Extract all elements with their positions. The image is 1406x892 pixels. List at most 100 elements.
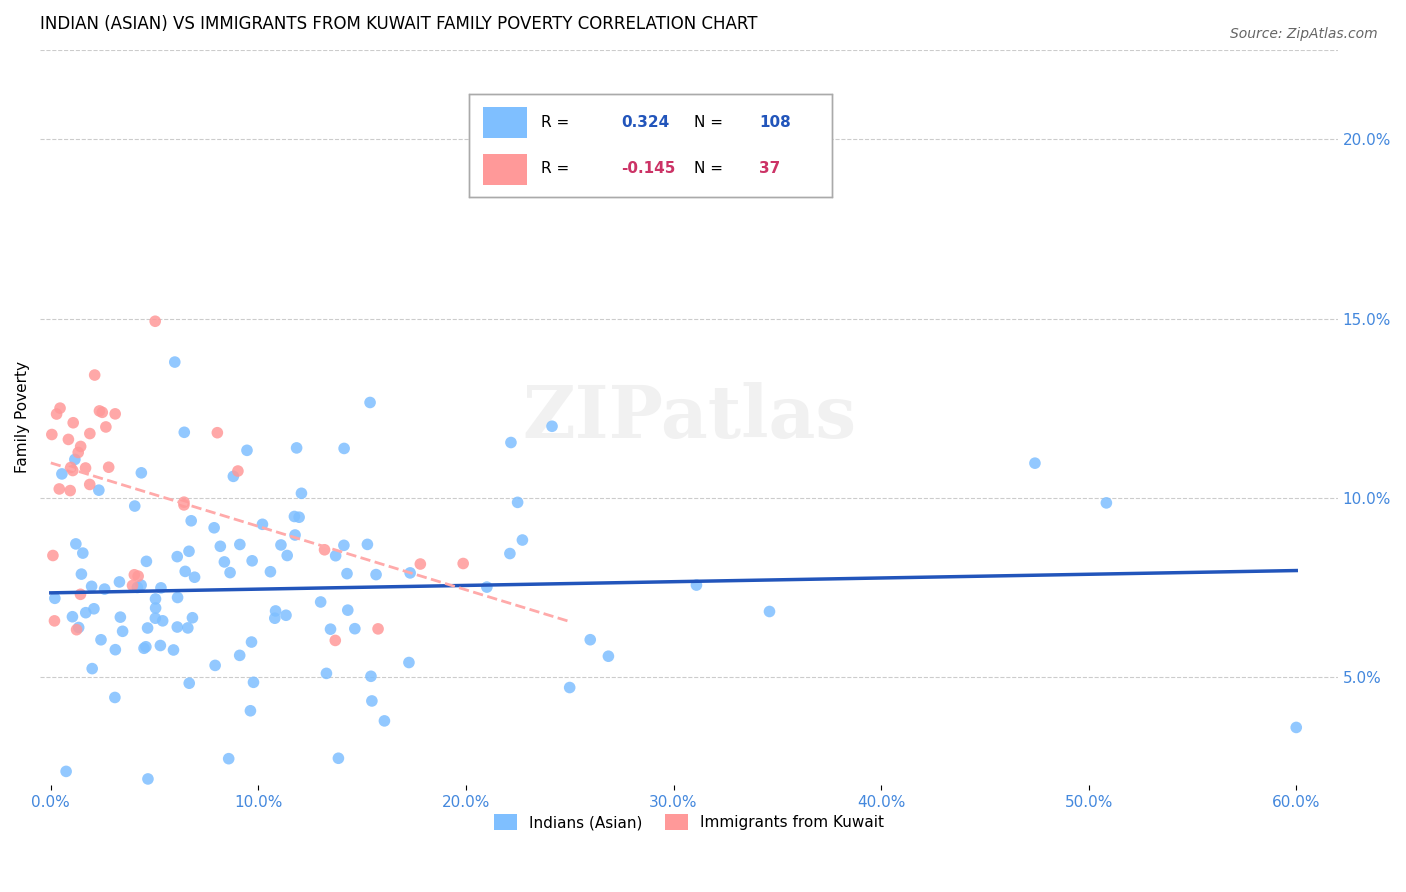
Indians (Asian) (315, 666, 337, 681)
Immigrants from Kuwait (69, 587, 91, 601)
Indians (Asian) (180, 514, 202, 528)
Indians (Asian) (209, 539, 232, 553)
Immigrants from Kuwait (58, 433, 80, 447)
Indians (Asian) (399, 566, 422, 580)
Immigrants from Kuwait (41, 427, 63, 442)
Indians (Asian) (333, 538, 356, 552)
Indians (Asian) (373, 714, 395, 728)
Indians (Asian) (214, 555, 236, 569)
Immigrants from Kuwait (89, 404, 111, 418)
Immigrants from Kuwait (104, 407, 127, 421)
Indians (Asian) (177, 621, 200, 635)
Indians (Asian) (62, 609, 84, 624)
Indians (Asian) (264, 604, 287, 618)
Indians (Asian) (162, 643, 184, 657)
Immigrants from Kuwait (121, 578, 143, 592)
Immigrants from Kuwait (65, 623, 87, 637)
Immigrants from Kuwait (314, 542, 336, 557)
Indians (Asian) (328, 751, 350, 765)
Indians (Asian) (166, 549, 188, 564)
Indians (Asian) (506, 495, 529, 509)
Indians (Asian) (398, 656, 420, 670)
Indians (Asian) (104, 690, 127, 705)
Immigrants from Kuwait (323, 633, 346, 648)
Immigrants from Kuwait (409, 557, 432, 571)
Indians (Asian) (309, 595, 332, 609)
Indians (Asian) (259, 565, 281, 579)
Indians (Asian) (55, 764, 77, 779)
Indians (Asian) (222, 469, 245, 483)
Immigrants from Kuwait (83, 368, 105, 382)
Immigrants from Kuwait (451, 557, 474, 571)
Indians (Asian) (240, 635, 263, 649)
Indians (Asian) (135, 554, 157, 568)
Immigrants from Kuwait (226, 464, 249, 478)
Immigrants from Kuwait (42, 549, 65, 563)
Indians (Asian) (229, 537, 252, 551)
Immigrants from Kuwait (62, 463, 84, 477)
Indians (Asian) (183, 570, 205, 584)
Legend: Indians (Asian), Immigrants from Kuwait: Indians (Asian), Immigrants from Kuwait (488, 808, 890, 837)
Indians (Asian) (124, 499, 146, 513)
Immigrants from Kuwait (173, 495, 195, 509)
Text: ZIPatlas: ZIPatlas (522, 382, 856, 453)
Indians (Asian) (177, 544, 200, 558)
Immigrants from Kuwait (367, 622, 389, 636)
Indians (Asian) (44, 591, 66, 606)
Indians (Asian) (129, 578, 152, 592)
Indians (Asian) (179, 676, 201, 690)
Indians (Asian) (166, 591, 188, 605)
Indians (Asian) (75, 606, 97, 620)
Indians (Asian) (70, 567, 93, 582)
Immigrants from Kuwait (48, 482, 70, 496)
Indians (Asian) (63, 452, 86, 467)
Immigrants from Kuwait (69, 440, 91, 454)
Indians (Asian) (284, 528, 307, 542)
Indians (Asian) (149, 639, 172, 653)
Indians (Asian) (356, 537, 378, 551)
Immigrants from Kuwait (75, 461, 97, 475)
Immigrants from Kuwait (79, 426, 101, 441)
Immigrants from Kuwait (44, 614, 66, 628)
Indians (Asian) (80, 579, 103, 593)
Indians (Asian) (228, 648, 250, 663)
Indians (Asian) (283, 509, 305, 524)
Indians (Asian) (132, 641, 155, 656)
Immigrants from Kuwait (173, 498, 195, 512)
Indians (Asian) (181, 611, 204, 625)
Indians (Asian) (136, 772, 159, 786)
Indians (Asian) (598, 649, 620, 664)
Indians (Asian) (72, 546, 94, 560)
Indians (Asian) (314, 814, 336, 828)
Immigrants from Kuwait (62, 416, 84, 430)
Indians (Asian) (336, 603, 359, 617)
Indians (Asian) (90, 632, 112, 647)
Indians (Asian) (163, 355, 186, 369)
Indians (Asian) (360, 694, 382, 708)
Indians (Asian) (67, 620, 90, 634)
Indians (Asian) (1024, 456, 1046, 470)
Immigrants from Kuwait (91, 405, 114, 419)
Immigrants from Kuwait (49, 401, 72, 416)
Indians (Asian) (758, 605, 780, 619)
Indians (Asian) (319, 622, 342, 636)
Text: Source: ZipAtlas.com: Source: ZipAtlas.com (1230, 27, 1378, 41)
Immigrants from Kuwait (97, 460, 120, 475)
Indians (Asian) (236, 443, 259, 458)
Immigrants from Kuwait (124, 567, 146, 582)
Indians (Asian) (336, 566, 359, 581)
Indians (Asian) (263, 611, 285, 625)
Indians (Asian) (290, 486, 312, 500)
Indians (Asian) (333, 442, 356, 456)
Indians (Asian) (288, 510, 311, 524)
Indians (Asian) (83, 601, 105, 615)
Indians (Asian) (93, 582, 115, 596)
Immigrants from Kuwait (207, 425, 229, 440)
Indians (Asian) (152, 614, 174, 628)
Immigrants from Kuwait (59, 483, 82, 498)
Indians (Asian) (135, 640, 157, 654)
Indians (Asian) (579, 632, 602, 647)
Indians (Asian) (685, 578, 707, 592)
Indians (Asian) (104, 642, 127, 657)
Indians (Asian) (274, 608, 297, 623)
